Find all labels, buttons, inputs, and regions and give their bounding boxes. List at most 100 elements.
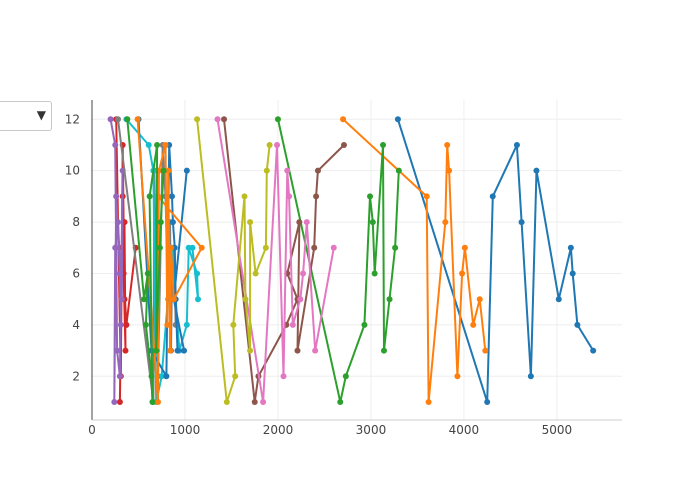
data-point[interactable] [590, 347, 597, 354]
data-point[interactable] [442, 219, 449, 226]
data-point[interactable] [163, 373, 170, 380]
data-point[interactable] [117, 321, 124, 328]
data-point[interactable] [124, 116, 131, 123]
data-point[interactable] [123, 321, 130, 328]
data-point[interactable] [221, 116, 228, 123]
data-point[interactable] [392, 244, 399, 251]
data-point[interactable] [247, 347, 254, 354]
data-point[interactable] [223, 399, 230, 406]
data-point[interactable] [230, 321, 237, 328]
data-point[interactable] [284, 167, 291, 174]
data-point[interactable] [446, 167, 453, 174]
data-point[interactable] [337, 399, 344, 406]
data-point[interactable] [156, 244, 163, 251]
data-point[interactable] [113, 193, 120, 200]
data-point[interactable] [340, 141, 347, 148]
data-point[interactable] [144, 270, 151, 277]
series-dropdown[interactable]: ▼ [0, 101, 52, 131]
data-point[interactable] [340, 116, 347, 123]
data-point[interactable] [311, 244, 318, 251]
data-point[interactable] [164, 321, 171, 328]
data-point[interactable] [342, 373, 349, 380]
data-point[interactable] [300, 270, 307, 277]
data-point[interactable] [470, 321, 477, 328]
data-point[interactable] [314, 167, 321, 174]
data-point[interactable] [148, 373, 155, 380]
data-point[interactable] [484, 399, 491, 406]
data-point[interactable] [142, 321, 149, 328]
data-point[interactable] [518, 219, 525, 226]
data-point[interactable] [303, 219, 310, 226]
data-point[interactable] [574, 321, 581, 328]
data-point[interactable] [155, 399, 162, 406]
data-point[interactable] [289, 321, 296, 328]
data-point[interactable] [158, 373, 165, 380]
data-point[interactable] [241, 193, 248, 200]
data-point[interactable] [160, 167, 167, 174]
data-point[interactable] [198, 244, 205, 251]
data-point[interactable] [122, 347, 129, 354]
data-point[interactable] [167, 347, 174, 354]
data-point[interactable] [296, 219, 303, 226]
data-point[interactable] [394, 116, 401, 123]
data-point[interactable] [386, 296, 393, 303]
data-point[interactable] [157, 219, 164, 226]
data-point[interactable] [367, 193, 374, 200]
data-point[interactable] [569, 270, 576, 277]
data-point[interactable] [280, 373, 287, 380]
data-point[interactable] [297, 296, 304, 303]
data-point[interactable] [115, 219, 122, 226]
data-point[interactable] [252, 270, 259, 277]
data-point[interactable] [266, 141, 273, 148]
data-point[interactable] [107, 116, 114, 123]
data-point[interactable] [116, 373, 123, 380]
data-point[interactable] [189, 244, 196, 251]
data-point[interactable] [294, 347, 301, 354]
data-point[interactable] [476, 296, 483, 303]
data-point[interactable] [169, 219, 176, 226]
data-point[interactable] [111, 399, 118, 406]
data-point[interactable] [513, 141, 520, 148]
data-point[interactable] [232, 373, 239, 380]
data-point[interactable] [146, 193, 153, 200]
data-point[interactable] [371, 270, 378, 277]
data-point[interactable] [533, 167, 540, 174]
data-point[interactable] [134, 116, 141, 123]
data-point[interactable] [112, 141, 119, 148]
data-point[interactable] [459, 270, 466, 277]
data-point[interactable] [170, 296, 177, 303]
data-point[interactable] [274, 116, 281, 123]
data-point[interactable] [214, 116, 221, 123]
data-point[interactable] [395, 167, 402, 174]
data-point[interactable] [461, 244, 468, 251]
data-point[interactable] [263, 167, 270, 174]
data-point[interactable] [194, 270, 201, 277]
data-point[interactable] [149, 399, 156, 406]
data-point[interactable] [165, 167, 172, 174]
data-point[interactable] [181, 347, 188, 354]
data-point[interactable] [489, 193, 496, 200]
data-point[interactable] [555, 296, 562, 303]
data-point[interactable] [482, 347, 489, 354]
data-point[interactable] [168, 244, 175, 251]
data-point[interactable] [527, 373, 534, 380]
data-point[interactable] [454, 373, 461, 380]
data-point[interactable] [118, 296, 125, 303]
data-point[interactable] [567, 244, 574, 251]
data-point[interactable] [380, 141, 387, 148]
data-point[interactable] [260, 399, 267, 406]
data-point[interactable] [195, 296, 201, 303]
data-point[interactable] [168, 193, 175, 200]
data-point[interactable] [242, 296, 249, 303]
data-point[interactable] [112, 244, 119, 251]
data-point[interactable] [380, 347, 387, 354]
data-point[interactable] [425, 399, 432, 406]
data-point[interactable] [116, 270, 123, 277]
data-point[interactable] [154, 141, 161, 148]
data-point[interactable] [153, 347, 160, 354]
data-point[interactable] [183, 167, 190, 174]
data-point[interactable] [174, 347, 181, 354]
data-point[interactable] [330, 244, 337, 251]
data-point[interactable] [194, 116, 201, 123]
data-point[interactable] [247, 219, 254, 226]
